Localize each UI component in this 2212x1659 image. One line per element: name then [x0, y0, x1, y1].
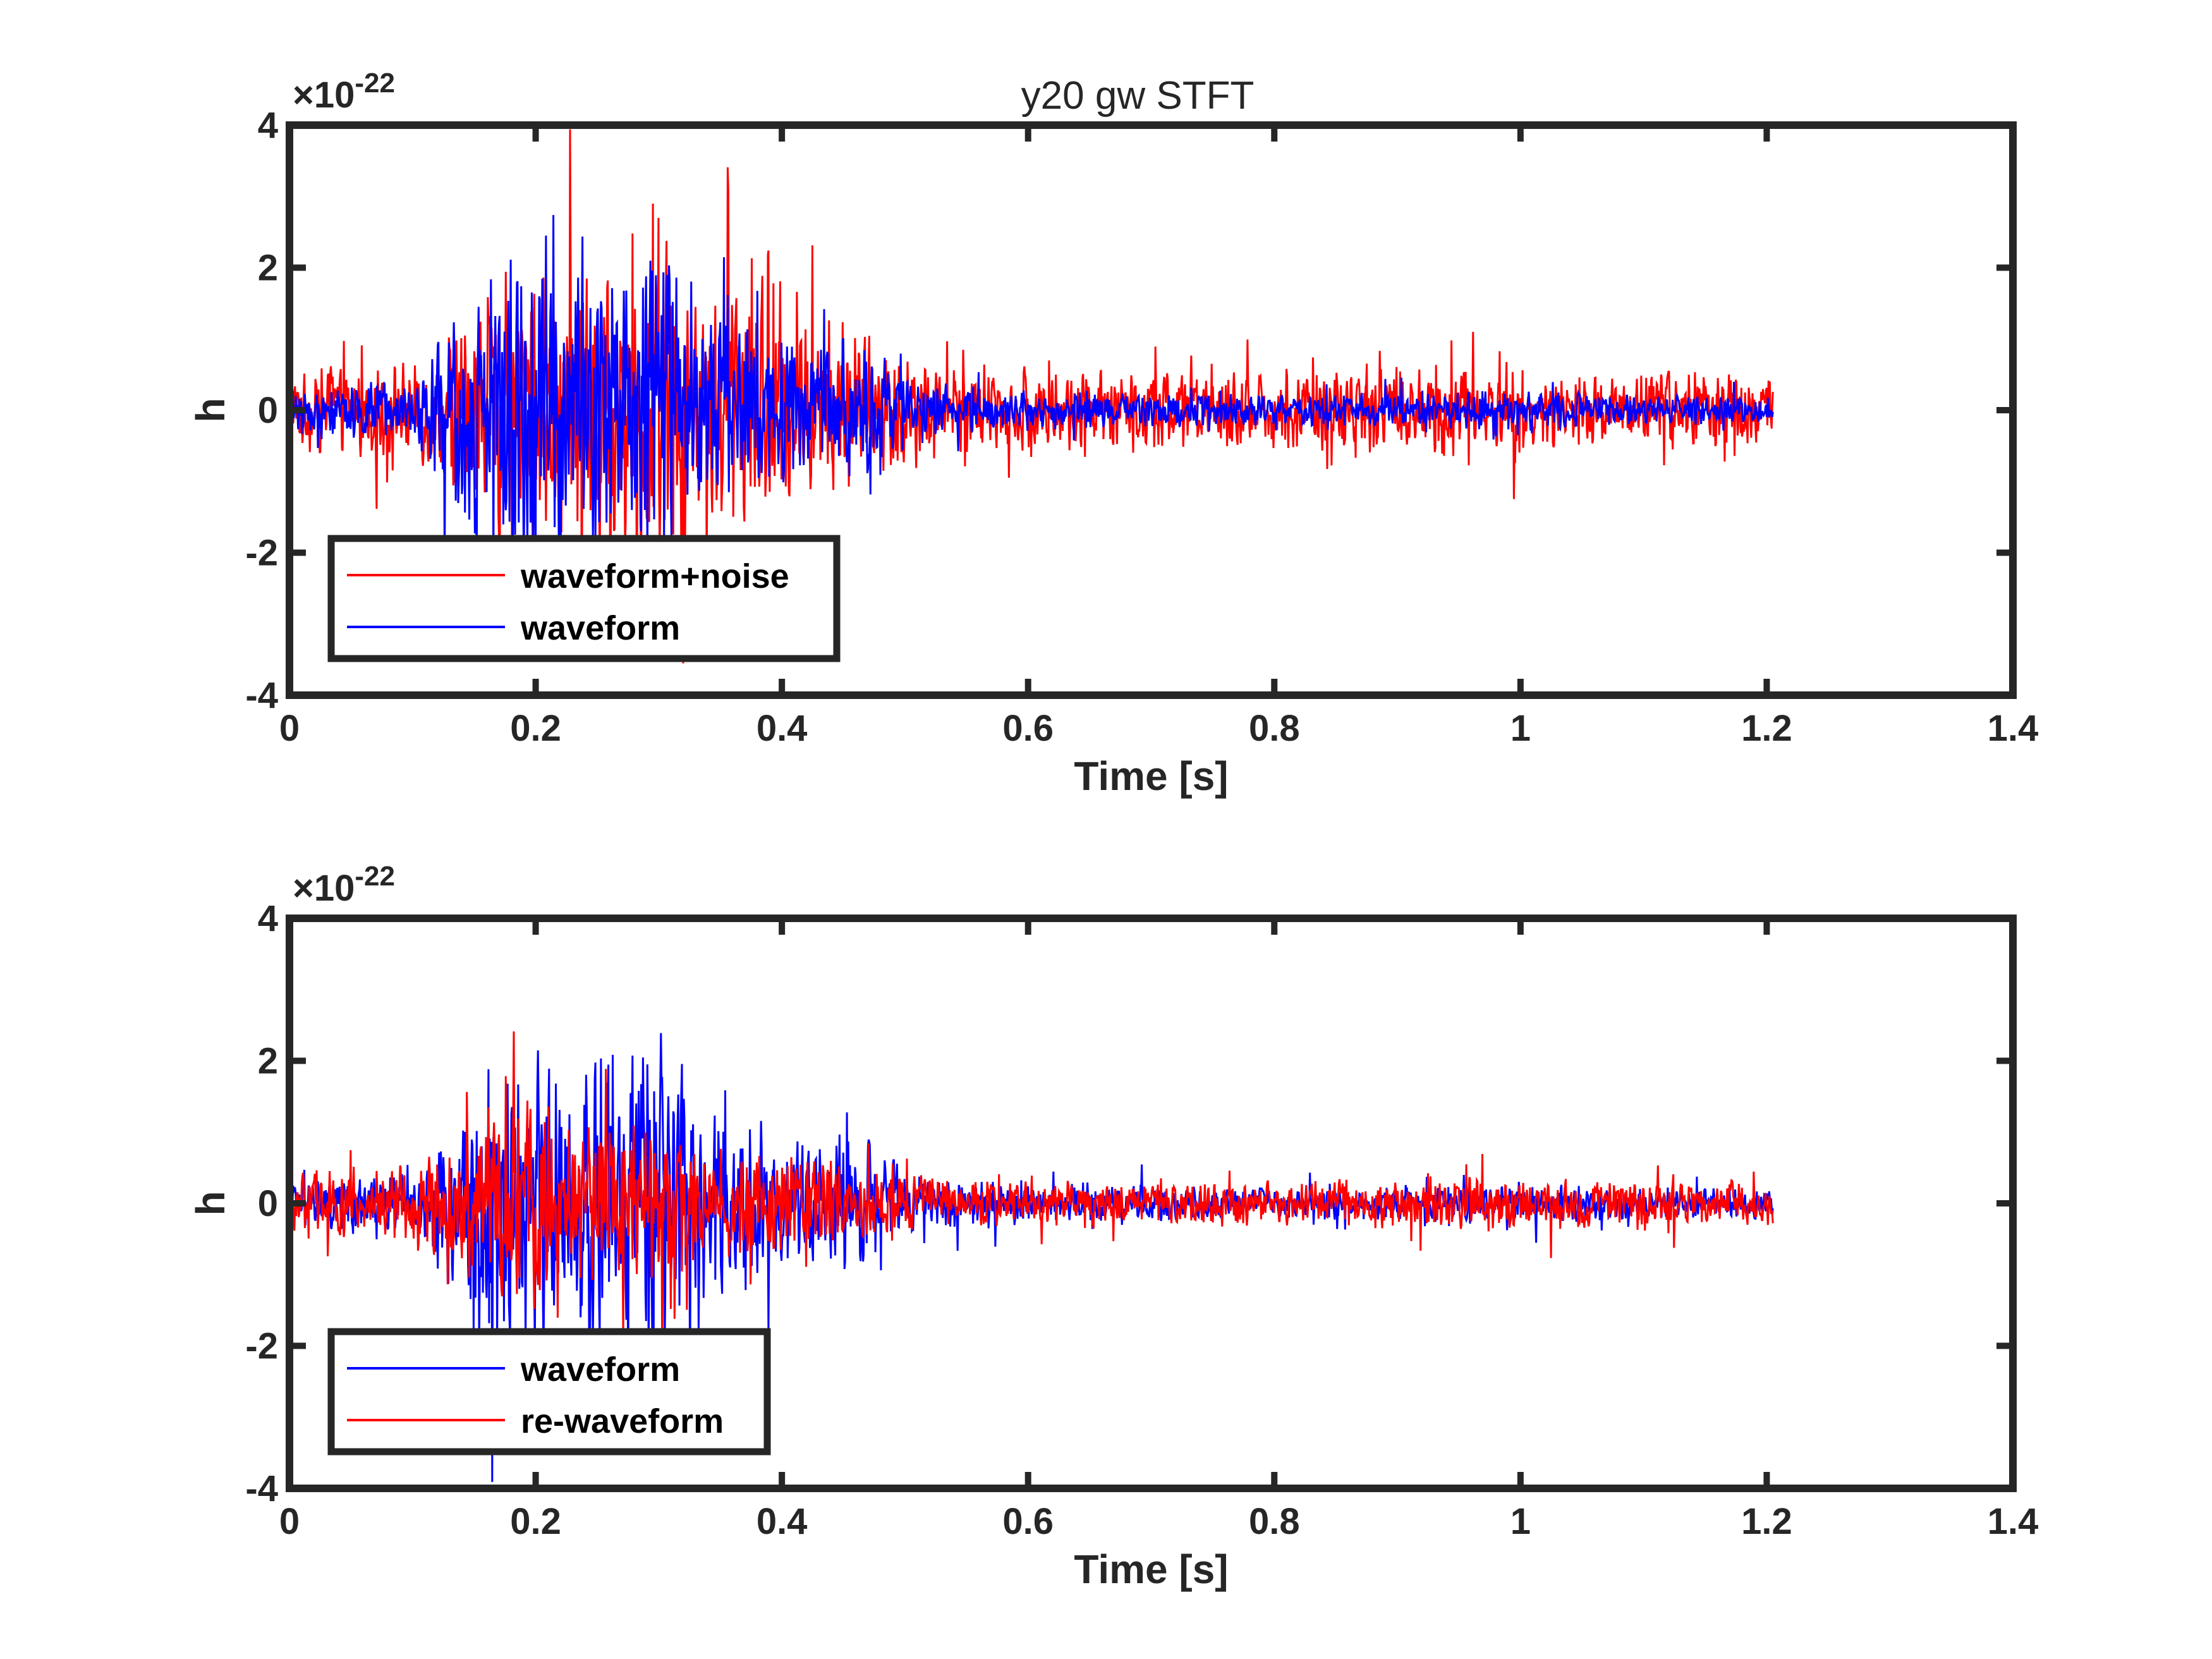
x-axis-label: Time [s]: [1074, 1547, 1228, 1592]
y-tick-label: -4: [245, 1468, 278, 1509]
y-tick-label: 0: [258, 390, 278, 431]
plot-area: [289, 1031, 1774, 1482]
legend-label-re-waveform: re-waveform: [521, 1402, 724, 1440]
x-tick-label: 0.2: [510, 708, 561, 749]
x-tick-label: 1: [1510, 708, 1531, 749]
chart-panel-2: 0 0.2 0.4 0.6 0.8 1 1.2 1.4 -4 -2 0 2 4 ×10-22 Time [s…: [188, 861, 2038, 1592]
plot-area: [289, 129, 1774, 664]
x-tick-label: 0.4: [757, 708, 808, 749]
y-tick-label: 4: [258, 105, 278, 146]
y-tick-label: 4: [258, 898, 278, 939]
x-tick-label: 0.8: [1249, 1501, 1300, 1542]
legend: waveform re-waveform: [327, 1328, 771, 1455]
x-tick-label: 0: [279, 708, 300, 749]
x-tick-label: 0.8: [1249, 708, 1300, 749]
y-axis-label: h: [188, 398, 233, 422]
x-tick-label: 1: [1510, 1501, 1531, 1542]
series-re-waveform-line: [289, 1031, 1774, 1351]
figure-title: y20 gw STFT: [1021, 74, 1255, 118]
legend-label-waveform: waveform: [520, 1351, 680, 1389]
x-tick-label: 1.4: [1988, 1501, 2039, 1542]
panels: 0 0.2 0.4 0.6 0.8 1 1.2 1.4 -4 -2 0 2 4 ×10-22 Time [s…: [188, 68, 2038, 1592]
x-tick-label: 1.2: [1741, 1501, 1792, 1542]
legend-box: [327, 1328, 771, 1455]
x-tick-label: 1.2: [1741, 708, 1792, 749]
x-tick-label: 1.4: [1988, 708, 2039, 749]
x-tick-label: 0.2: [510, 1501, 561, 1542]
x-tick-label: 0.4: [757, 1501, 808, 1542]
series-waveform-line: [289, 215, 1774, 647]
y-tick-label: -4: [245, 675, 278, 716]
chart-panel-1: 0 0.2 0.4 0.6 0.8 1 1.2 1.4 -4 -2 0 2 4 ×10-22 Time [s…: [188, 68, 2038, 799]
y-exponent-label: ×10-22: [293, 68, 395, 116]
y-tick-label: 2: [258, 248, 278, 289]
legend-label-waveform+noise: waveform+noise: [520, 557, 789, 595]
legend: waveform+noise waveform: [327, 535, 841, 662]
legend-label-waveform: waveform: [520, 609, 680, 647]
y-axis-label: h: [188, 1191, 233, 1215]
x-axis-label: Time [s]: [1074, 753, 1228, 799]
y-exponent-label: ×10-22: [293, 861, 395, 909]
legend-box: [327, 535, 841, 662]
y-tick-label: 0: [258, 1183, 278, 1224]
y-tick-label: -2: [245, 533, 278, 574]
y-tick-label: 2: [258, 1041, 278, 1082]
x-tick-label: 0: [279, 1501, 300, 1542]
x-tick-label: 0.6: [1002, 708, 1054, 749]
y-tick-label: -2: [245, 1326, 278, 1367]
x-tick-label: 0.6: [1002, 1501, 1054, 1542]
